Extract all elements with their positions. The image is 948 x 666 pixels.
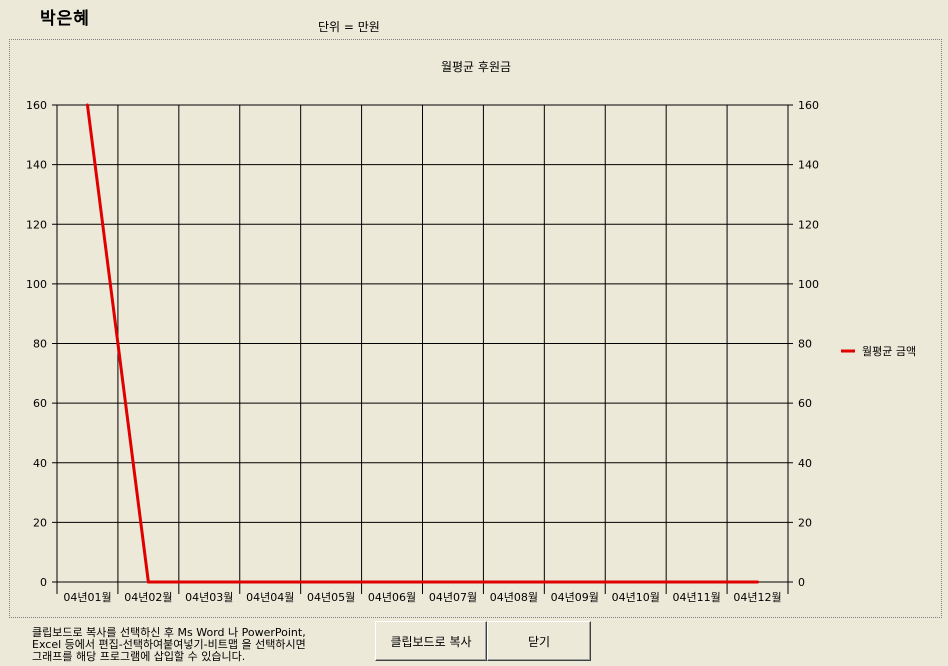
close-button[interactable]: 닫기	[487, 621, 591, 661]
clipboard-hint-text: 클립보드로 복사를 선택하신 후 Ms Word 나 PowerPoint, E…	[32, 627, 306, 663]
unit-label: 단위 = 만원	[318, 20, 380, 34]
copy-to-clipboard-button[interactable]: 클립보드로 복사	[375, 621, 487, 661]
chart-frame	[9, 39, 942, 618]
window-title: 박은혜	[40, 9, 90, 29]
